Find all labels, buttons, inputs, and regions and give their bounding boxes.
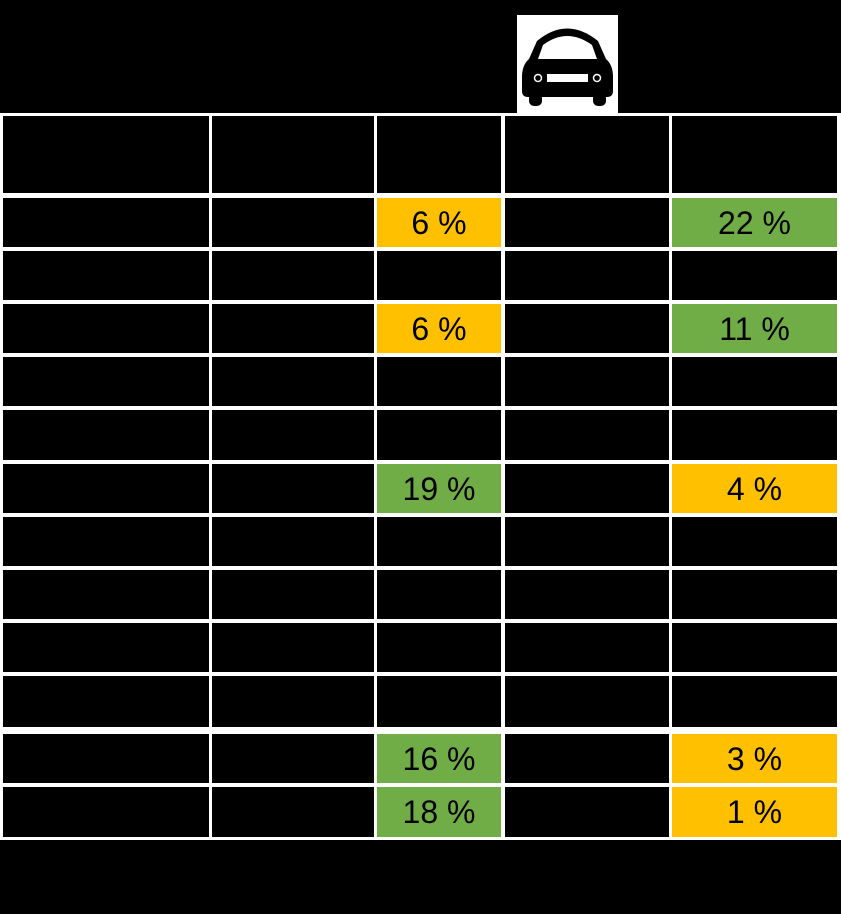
table-cell-r4-c1 <box>3 304 209 353</box>
table-cell-r1-c1 <box>3 116 209 193</box>
table-cell-r6-c3 <box>377 410 501 460</box>
table-cell-r9-c4 <box>505 570 669 619</box>
table-cell-r12-c5: 3 % <box>672 734 837 783</box>
table-cell-r1-c3 <box>377 116 501 193</box>
table-cell-r7-c1 <box>3 464 209 513</box>
table-cell-r13-c2 <box>212 787 374 837</box>
table-cell-r1-c4 <box>505 116 669 193</box>
table-cell-r6-c2 <box>212 410 374 460</box>
table-cell-r5-c5 <box>672 357 837 406</box>
table-cell-r7-c4 <box>505 464 669 513</box>
table-cell-r13-c4 <box>505 787 669 837</box>
table-cell-r10-c5 <box>672 623 837 672</box>
table-cell-r7-c2 <box>212 464 374 513</box>
table-cell-r8-c2 <box>212 517 374 566</box>
table-cell-r12-c1 <box>3 734 209 783</box>
table-cell-r7-c5: 4 % <box>672 464 837 513</box>
table-cell-r2-c4 <box>505 198 669 247</box>
table-cell-r2-c5: 22 % <box>672 198 837 247</box>
table-cell-r11-c1 <box>3 676 209 727</box>
table-cell-r9-c3 <box>377 570 501 619</box>
table-cell-r1-c5 <box>672 116 837 193</box>
table-cell-r7-c3: 19 % <box>377 464 501 513</box>
table-cell-r13-c1 <box>3 787 209 837</box>
table-cell-r3-c4 <box>505 251 669 300</box>
table-cell-r6-c1 <box>3 410 209 460</box>
table-cell-r4-c2 <box>212 304 374 353</box>
data-table: 6 % 22 % 6 % 11 % 19 % 4 % 16 % 3 % 18 % 1 % <box>0 113 841 840</box>
table-cell-r8-c4 <box>505 517 669 566</box>
table-cell-r4-c3: 6 % <box>377 304 501 353</box>
table-cell-r10-c3 <box>377 623 501 672</box>
table-cell-r6-c4 <box>505 410 669 460</box>
car-icon-box <box>517 15 618 113</box>
table-cell-r5-c2 <box>212 357 374 406</box>
table-cell-r3-c3 <box>377 251 501 300</box>
car-front-icon <box>522 28 613 106</box>
table-cell-r8-c1 <box>3 517 209 566</box>
table-cell-r13-c5: 1 % <box>672 787 837 837</box>
table-cell-r10-c1 <box>3 623 209 672</box>
table-cell-r13-c3: 18 % <box>377 787 501 837</box>
table-cell-r11-c3 <box>377 676 501 727</box>
table-cell-r2-c2 <box>212 198 374 247</box>
table-cell-r6-c5 <box>672 410 837 460</box>
table-cell-r11-c4 <box>505 676 669 727</box>
table-cell-r12-c2 <box>212 734 374 783</box>
table-cell-r9-c1 <box>3 570 209 619</box>
table-cell-r4-c5: 11 % <box>672 304 837 353</box>
table-cell-r2-c3: 6 % <box>377 198 501 247</box>
table-cell-r11-c5 <box>672 676 837 727</box>
table-cell-r10-c4 <box>505 623 669 672</box>
table-cell-r9-c5 <box>672 570 837 619</box>
table-cell-r8-c3 <box>377 517 501 566</box>
table-cell-r4-c4 <box>505 304 669 353</box>
table-cell-r5-c4 <box>505 357 669 406</box>
table-cell-r11-c2 <box>212 676 374 727</box>
table-cell-r5-c1 <box>3 357 209 406</box>
table-cell-r1-c2 <box>212 116 374 193</box>
table-cell-r5-c3 <box>377 357 501 406</box>
table-cell-r3-c1 <box>3 251 209 300</box>
table-cell-r8-c5 <box>672 517 837 566</box>
table-cell-r3-c5 <box>672 251 837 300</box>
table-cell-r3-c2 <box>212 251 374 300</box>
table-cell-r2-c1 <box>3 198 209 247</box>
table-cell-r9-c2 <box>212 570 374 619</box>
table-cell-r12-c4 <box>505 734 669 783</box>
table-cell-r10-c2 <box>212 623 374 672</box>
table-cell-r12-c3: 16 % <box>377 734 501 783</box>
